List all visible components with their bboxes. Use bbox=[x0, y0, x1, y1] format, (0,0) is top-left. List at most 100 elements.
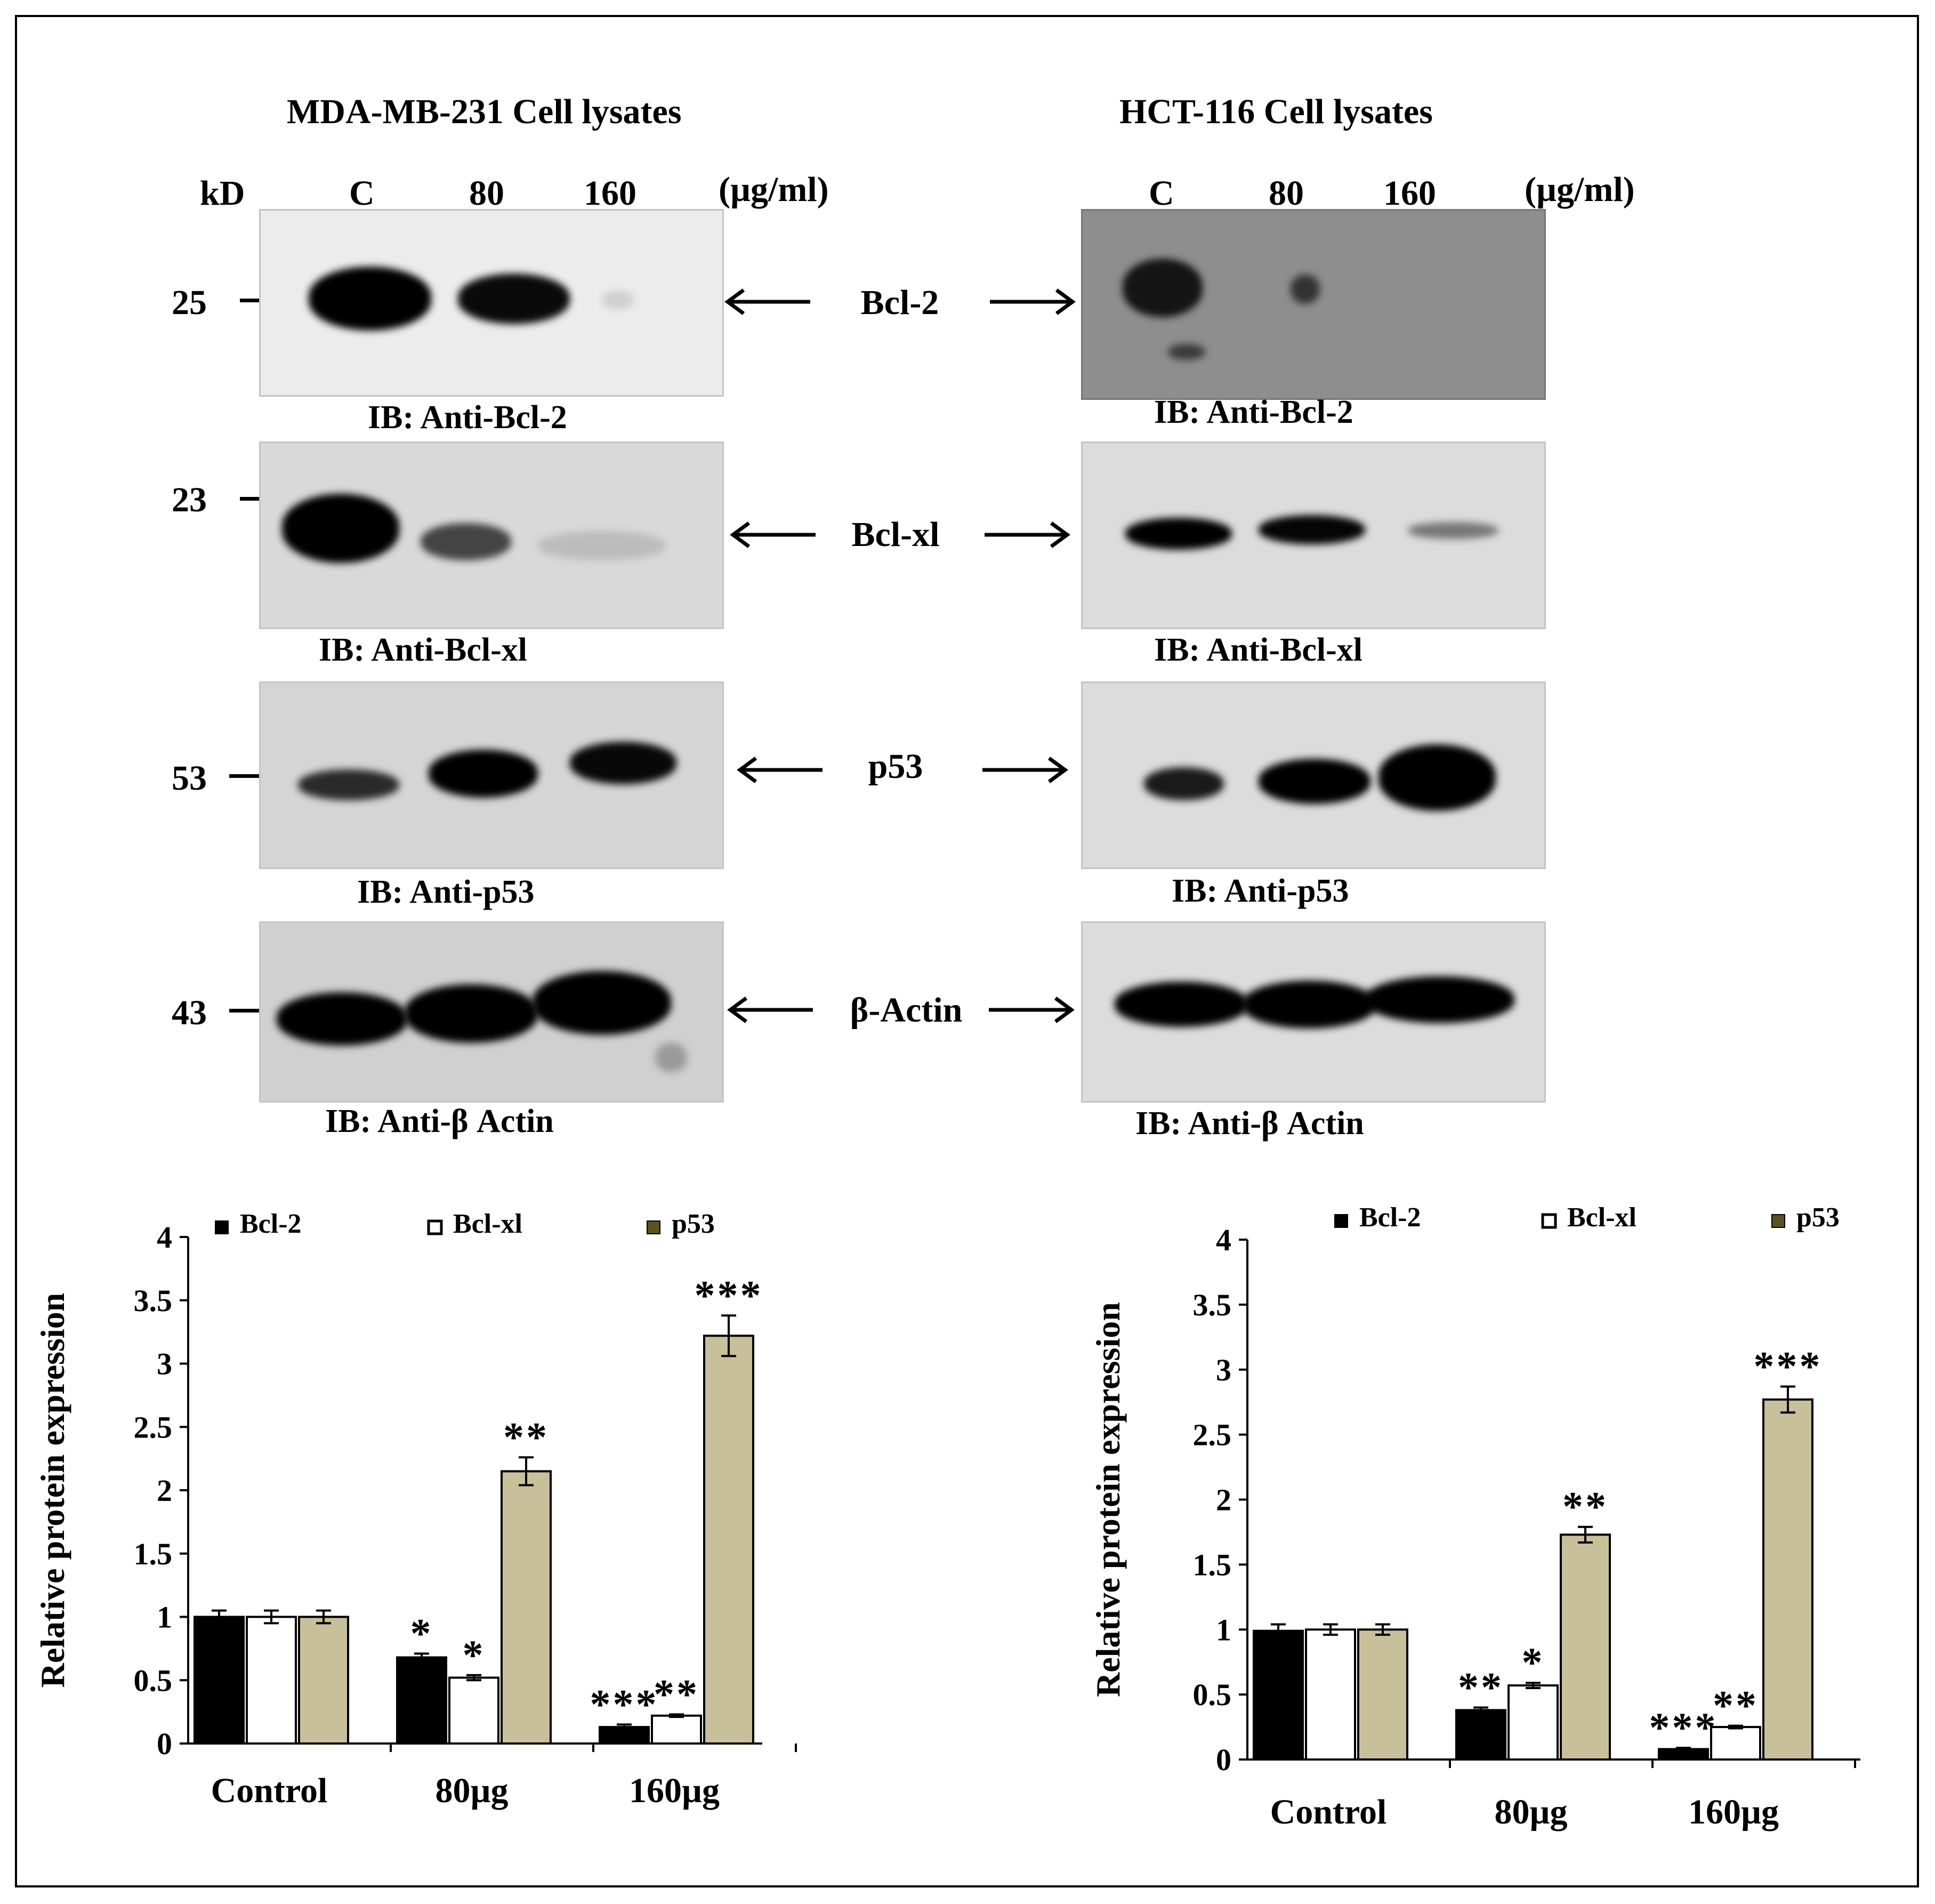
protein-label-bclxl: Bcl-xl bbox=[851, 515, 940, 554]
band bbox=[298, 769, 399, 800]
chart-left-svg: 0 0.5 1 1.5 2 2.5 3 3.5 4 Relative protein expres… bbox=[34, 1209, 797, 1810]
y-tick-label: 3.5 bbox=[1193, 1288, 1232, 1322]
right-lane-label-160: 160 bbox=[1383, 174, 1436, 213]
y-tick-label: 1.5 bbox=[134, 1537, 173, 1571]
bar-p53 bbox=[1560, 1533, 1611, 1761]
band bbox=[655, 1043, 687, 1072]
protein-label-p53: p53 bbox=[868, 747, 923, 786]
y-axis-label: Relative protein expression bbox=[1089, 1302, 1127, 1697]
bar-bcl2 bbox=[194, 1616, 245, 1745]
marker-53-tick bbox=[229, 774, 261, 778]
legend-label-bclxl: Bcl-xl bbox=[453, 1209, 522, 1239]
band bbox=[570, 742, 676, 784]
left-ib-p53: IB: Anti-p53 bbox=[357, 874, 535, 910]
y-axis-label: Relative protein expression bbox=[34, 1293, 71, 1688]
chart-right: 0 0.5 1 1.5 2 2.5 3 3.5 4 Relative protein expres… bbox=[1087, 1189, 1898, 1855]
x-tick-label: 80µg bbox=[435, 1771, 508, 1810]
left-ib-bcl2: IB: Anti-Bcl-2 bbox=[368, 399, 567, 436]
right-blot-p53 bbox=[1081, 681, 1546, 869]
arrow-right-p53-icon bbox=[982, 757, 1068, 783]
band bbox=[538, 531, 666, 560]
bar-bcl2 bbox=[1455, 1709, 1506, 1761]
right-lane-label-80: 80 bbox=[1269, 174, 1304, 213]
chart-right-svg: 0 0.5 1 1.5 2 2.5 3 3.5 4 Relative protein expres… bbox=[1089, 1202, 1860, 1831]
right-panel-title: HCT-116 Cell lysates bbox=[1119, 92, 1433, 131]
y-tick-label: 2.5 bbox=[134, 1410, 173, 1444]
left-blot-p53 bbox=[259, 681, 724, 869]
bar-bclxl bbox=[651, 1714, 702, 1745]
band bbox=[1259, 515, 1365, 544]
protein-label-bcl2: Bcl-2 bbox=[860, 283, 939, 322]
left-blot-bcl2 bbox=[259, 209, 724, 397]
legend-label-p53: p53 bbox=[1796, 1202, 1840, 1233]
band bbox=[1365, 976, 1514, 1023]
bar-p53 bbox=[501, 1470, 552, 1745]
band bbox=[1125, 518, 1232, 550]
marker-43: 43 bbox=[172, 993, 207, 1032]
bar-bclxl bbox=[1305, 1628, 1356, 1761]
significance-mark: ** bbox=[654, 1670, 699, 1717]
bar-bcl2 bbox=[1253, 1629, 1304, 1761]
y-tick-label: 1.5 bbox=[1193, 1547, 1232, 1582]
y-tick-label: 4 bbox=[1216, 1223, 1231, 1257]
legend-swatch-bclxl bbox=[427, 1219, 443, 1235]
right-blot-actin bbox=[1081, 921, 1546, 1103]
significance-mark: *** bbox=[1649, 1704, 1718, 1750]
significance-mark: * bbox=[1522, 1639, 1545, 1685]
band bbox=[1259, 759, 1370, 804]
significance-mark: *** bbox=[1754, 1343, 1823, 1389]
marker-23: 23 bbox=[172, 480, 207, 519]
marker-23-tick bbox=[240, 497, 261, 501]
y-tick-label: 1 bbox=[157, 1600, 172, 1635]
significance-mark: *** bbox=[695, 1272, 763, 1318]
right-blot-bcl2 bbox=[1081, 209, 1546, 400]
band bbox=[1115, 982, 1248, 1027]
arrow-right-bclxl-icon bbox=[985, 521, 1070, 548]
arrow-left-p53-icon bbox=[737, 757, 823, 783]
arrow-right-actin-icon bbox=[989, 997, 1075, 1023]
bar-bcl2 bbox=[396, 1656, 447, 1745]
significance-mark: *** bbox=[590, 1681, 659, 1727]
significance-mark: ** bbox=[503, 1413, 549, 1460]
right-ib-p53: IB: Anti-p53 bbox=[1172, 873, 1349, 909]
legend-swatch-bcl2 bbox=[1334, 1214, 1348, 1228]
legend-swatch-bcl2 bbox=[215, 1220, 229, 1234]
y-tick-label: 3 bbox=[157, 1347, 172, 1381]
bar-bclxl bbox=[1710, 1726, 1761, 1761]
left-blot-actin bbox=[259, 921, 724, 1103]
arrow-left-bclxl-icon bbox=[730, 521, 816, 548]
x-tick-label: 160µg bbox=[1688, 1793, 1779, 1831]
y-tick-label: 0 bbox=[1216, 1742, 1231, 1777]
left-ib-bclxl: IB: Anti-Bcl-xl bbox=[319, 632, 527, 668]
x-tick-label: Control bbox=[211, 1771, 328, 1810]
band bbox=[282, 494, 399, 563]
marker-25: 25 bbox=[172, 283, 207, 322]
band bbox=[533, 971, 671, 1035]
right-unit-label: (µg/ml) bbox=[1525, 170, 1635, 209]
band bbox=[1144, 767, 1224, 800]
marker-43-tick bbox=[229, 1009, 261, 1013]
y-tick-label: 3 bbox=[1216, 1353, 1231, 1387]
band bbox=[405, 984, 538, 1043]
bar-p53 bbox=[1357, 1628, 1408, 1761]
arrow-left-bcl2-icon bbox=[724, 288, 810, 315]
significance-mark: * bbox=[410, 1610, 433, 1656]
significance-mark: ** bbox=[1562, 1483, 1608, 1530]
left-panel-title: MDA-MB-231 Cell lysates bbox=[287, 92, 682, 131]
legend-swatch-p53 bbox=[647, 1220, 660, 1234]
significance-mark: ** bbox=[1458, 1664, 1504, 1710]
band bbox=[1123, 259, 1203, 317]
legend-label-bcl2: Bcl-2 bbox=[1359, 1202, 1421, 1233]
right-blot-bclxl bbox=[1081, 441, 1546, 629]
significance-mark: * bbox=[463, 1632, 486, 1678]
left-lane-label-c: C bbox=[349, 174, 375, 213]
arrow-left-actin-icon bbox=[727, 997, 813, 1023]
y-tick-label: 0 bbox=[157, 1726, 172, 1761]
y-tick-label: 2.5 bbox=[1193, 1418, 1232, 1452]
left-lane-label-80: 80 bbox=[469, 174, 504, 213]
band bbox=[309, 267, 431, 331]
right-lane-label-c: C bbox=[1149, 174, 1174, 213]
band bbox=[1378, 744, 1496, 811]
legend-label-p53: p53 bbox=[672, 1209, 715, 1239]
legend-label-bclxl: Bcl-xl bbox=[1567, 1202, 1636, 1233]
